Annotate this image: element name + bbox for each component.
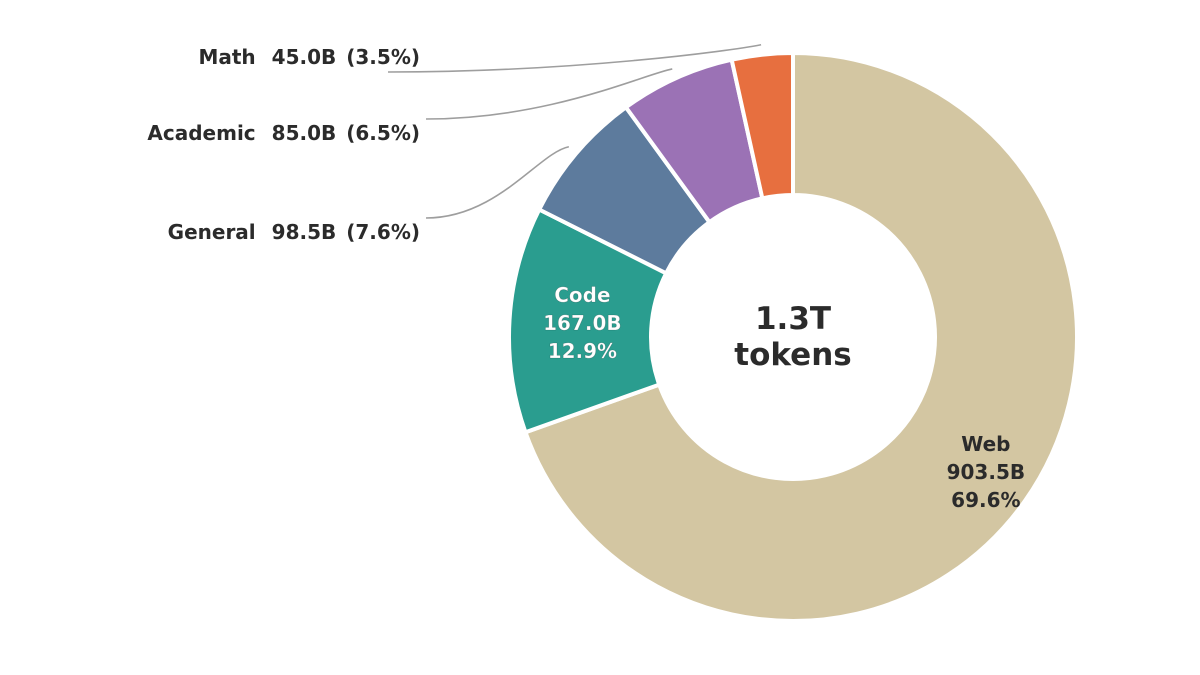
slice-label-math: Math 45.0B (3.5%) (198, 45, 420, 69)
slice-label-academic-name: Academic (147, 121, 255, 145)
slice-code (507, 206, 669, 435)
slices-group (507, 50, 1079, 623)
slice-label-general-value: 98.5B (272, 220, 337, 244)
leader-line-general (425, 145, 570, 219)
slice-label-general: General 98.5B (7.6%) (168, 220, 420, 244)
slice-label-web-value: 903.5B (947, 460, 1026, 484)
slice-label-academic-percent: 6.5% (355, 121, 410, 145)
leader-line-math (387, 43, 762, 73)
center-label: 1.3T tokens (734, 301, 851, 373)
slice-math (729, 50, 795, 201)
slice-web (522, 50, 1079, 623)
slice-label-code-value: 167.0B (543, 311, 622, 335)
slice-label-math-percent: 3.5% (355, 45, 410, 69)
labels-group: Web 903.5B 69.6% Code 167.0B 12.9% General 98.5… (147, 45, 1025, 512)
slice-label-math-name: Math (198, 45, 255, 69)
leader-line-academic (425, 68, 673, 120)
slice-label-web-name: Web (961, 432, 1010, 456)
slice-label-code-percent: 12.9% (548, 339, 617, 363)
center-label-line-1: 1.3T (755, 301, 831, 337)
slice-label-web-percent: 69.6% (951, 488, 1020, 512)
center-label-line-2: tokens (734, 337, 851, 373)
slice-label-general-percent: 7.6% (355, 220, 410, 244)
slice-label-code-name: Code (554, 283, 610, 307)
slice-label-math-value: 45.0B (272, 45, 337, 69)
slice-label-general-name: General (168, 220, 256, 244)
slice-label-academic-value: 85.0B (272, 121, 337, 145)
leader-lines-group (387, 43, 762, 219)
slice-label-academic: Academic 85.0B (6.5%) (147, 121, 420, 145)
